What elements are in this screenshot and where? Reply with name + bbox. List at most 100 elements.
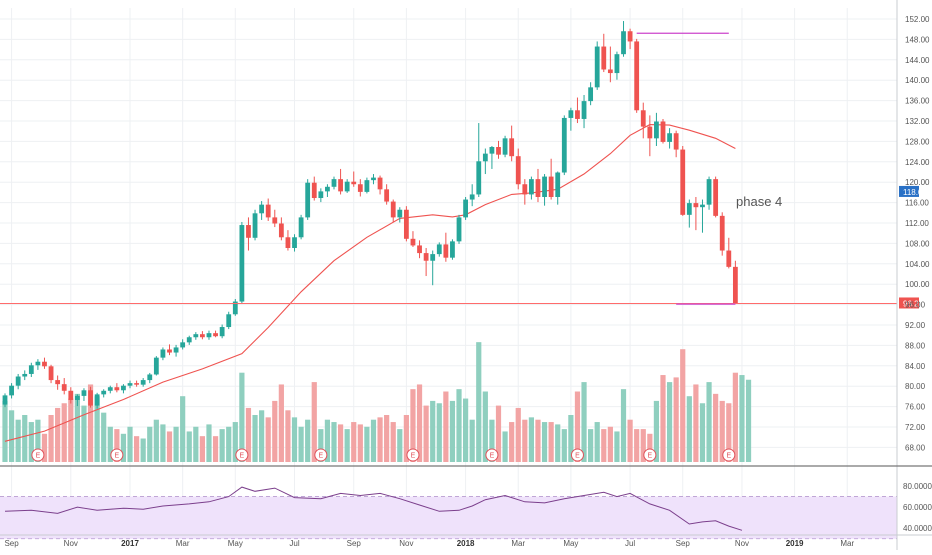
earnings-marker[interactable] xyxy=(722,448,736,462)
date-tick-label: Sep xyxy=(676,539,691,548)
volume-bar xyxy=(68,398,74,462)
volume-bar xyxy=(732,372,738,462)
volume-bar xyxy=(48,415,54,462)
candle-body xyxy=(509,138,515,157)
candle-body xyxy=(515,156,521,185)
date-tick-label: Mar xyxy=(840,539,854,548)
volume-bar xyxy=(2,400,8,462)
volume-bar xyxy=(680,349,686,462)
candle-body xyxy=(660,121,666,142)
candle-body xyxy=(614,54,620,74)
candle-body xyxy=(357,184,363,192)
volume-bar xyxy=(436,403,442,462)
candle-body xyxy=(627,31,633,42)
candle-body xyxy=(555,172,561,197)
candle-body xyxy=(581,101,587,119)
phase-annotation: phase 4 xyxy=(736,194,782,209)
earnings-marker[interactable] xyxy=(110,448,124,462)
candle-body xyxy=(9,385,14,396)
candle-body xyxy=(450,241,455,258)
candles xyxy=(2,21,738,409)
previous-close-tag-text: 118.09 xyxy=(903,188,927,197)
volume-bar xyxy=(620,389,627,462)
earnings-marker-label: E xyxy=(648,453,653,460)
volume-bar xyxy=(351,422,357,462)
volume-bar xyxy=(463,398,469,462)
candle-body xyxy=(121,385,126,391)
volume-bar xyxy=(713,393,719,462)
earnings-marker[interactable] xyxy=(485,448,499,462)
candle-body xyxy=(311,182,317,199)
earnings-marker[interactable] xyxy=(314,448,328,462)
earnings-marker-label: E xyxy=(411,453,416,460)
candle-body xyxy=(542,176,547,197)
volume-bar xyxy=(430,400,436,462)
volume-bar xyxy=(403,415,409,462)
volume-bar xyxy=(61,403,67,462)
rsi-pane: 40.0000 60.0000 80.0000 xyxy=(0,482,932,540)
earnings-marker[interactable] xyxy=(31,448,45,462)
volume-bar xyxy=(226,426,232,462)
price-tick-label: 100.00 xyxy=(905,280,930,289)
volume-bar xyxy=(726,403,732,462)
volume-bar xyxy=(147,426,153,462)
rsi-tick-label: 40.0000 xyxy=(903,524,932,533)
candle-body xyxy=(634,41,640,111)
volume-bar xyxy=(370,419,377,462)
rsi-tick-label: 80.0000 xyxy=(903,482,932,491)
candle-body xyxy=(351,181,357,185)
candle-body xyxy=(469,194,475,200)
price-tick-label: 132.00 xyxy=(905,117,930,126)
volume-bar xyxy=(298,426,304,462)
volume-bar xyxy=(364,426,370,462)
volume-bar xyxy=(41,433,48,462)
earnings-marker[interactable] xyxy=(406,448,420,462)
volume-bar xyxy=(15,419,21,462)
earnings-marker[interactable] xyxy=(570,448,584,462)
volume-bar xyxy=(686,396,692,462)
candle-body xyxy=(81,390,87,396)
candle-body xyxy=(140,380,146,385)
volume-bar xyxy=(199,436,205,462)
price-tick-label: 88.00 xyxy=(905,341,926,350)
previous-close-tag xyxy=(899,185,919,197)
volume-bar xyxy=(35,419,41,462)
volume-bar xyxy=(252,415,258,462)
candle-body xyxy=(423,253,429,261)
candle-body xyxy=(344,181,350,192)
volume-bar xyxy=(55,407,61,462)
candle-body xyxy=(384,189,390,202)
volume-bar xyxy=(272,400,278,462)
earnings-marker[interactable] xyxy=(235,448,249,462)
candle-body xyxy=(719,215,725,251)
candle-body xyxy=(55,380,61,385)
volume-bar xyxy=(357,424,363,462)
candle-body xyxy=(298,217,304,238)
candle-body xyxy=(278,223,284,238)
volume-bar xyxy=(588,429,594,462)
date-tick-label: Nov xyxy=(64,539,78,548)
candle-body xyxy=(338,179,343,192)
earnings-marker[interactable] xyxy=(643,448,657,462)
candle-body xyxy=(107,387,113,391)
price-tick-label: 124.00 xyxy=(905,158,930,167)
volume-bar xyxy=(515,407,521,462)
volume-bar xyxy=(285,410,291,462)
date-tick-label: 2019 xyxy=(786,539,804,548)
volume-bar xyxy=(719,400,725,462)
date-tick-label: Nov xyxy=(399,539,413,548)
candle-body xyxy=(305,182,311,218)
candle-body xyxy=(535,179,541,197)
volume-bar xyxy=(134,436,140,462)
candle-body xyxy=(272,217,278,224)
volume-bar xyxy=(390,422,396,462)
volume-bar xyxy=(666,382,673,462)
candle-body xyxy=(456,217,462,242)
candle-body xyxy=(200,334,205,338)
candle-body xyxy=(502,138,508,155)
volume-bar xyxy=(160,424,166,462)
volume-bar xyxy=(245,407,252,462)
volume-bar xyxy=(660,375,666,462)
